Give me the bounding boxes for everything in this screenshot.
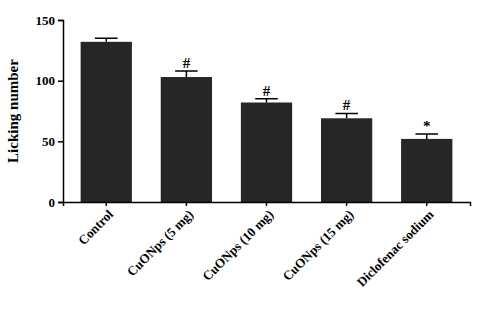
y-tick-mark bbox=[58, 80, 63, 82]
x-axis-line bbox=[64, 203, 471, 207]
y-tick-label: 100 bbox=[36, 73, 56, 88]
x-tick: CuONps (15 mg) bbox=[279, 202, 356, 284]
x-tick-mark bbox=[426, 202, 428, 206]
x-tick-mark bbox=[106, 202, 108, 206]
y-tick: 100 bbox=[36, 73, 64, 88]
annotation: # bbox=[343, 97, 351, 113]
y-axis-line bbox=[58, 21, 64, 203]
bar bbox=[161, 77, 212, 202]
annotations: # # # * bbox=[183, 55, 431, 134]
x-tick-label: Diclofenac sodium bbox=[354, 207, 437, 290]
y-tick-label: 150 bbox=[36, 13, 56, 28]
x-tick-label: CuONps (15 mg) bbox=[279, 207, 356, 284]
y-tick-label: 0 bbox=[49, 195, 56, 210]
x-tick-mark bbox=[266, 202, 268, 206]
x-tick: Control bbox=[75, 202, 116, 248]
error-bar bbox=[255, 99, 278, 103]
x-tick-label: CuONps (5 mg) bbox=[124, 207, 196, 279]
x-tick-mark bbox=[186, 202, 188, 206]
error-bar bbox=[175, 71, 198, 77]
bar bbox=[241, 103, 292, 202]
x-tick: CuONps (5 mg) bbox=[124, 202, 196, 279]
plot: ###*050100150ControlCuONps (5 mg)CuONps … bbox=[36, 13, 471, 290]
y-axis-title: Licking number bbox=[5, 59, 21, 163]
y-tick-mark bbox=[58, 202, 63, 204]
annotation: # bbox=[263, 83, 271, 99]
x-axis: ControlCuONps (5 mg)CuONps (10 mg)CuONps… bbox=[64, 202, 471, 290]
error-bar bbox=[335, 113, 358, 118]
error-bar bbox=[415, 134, 438, 139]
y-tick-mark bbox=[58, 141, 63, 143]
y-tick: 50 bbox=[42, 134, 63, 149]
x-tick-mark bbox=[346, 202, 348, 206]
annotation: * bbox=[423, 118, 431, 134]
x-tick-label: CuONps (10 mg) bbox=[199, 207, 276, 284]
error-bar bbox=[95, 38, 118, 42]
y-tick: 150 bbox=[36, 13, 64, 28]
chart: ###*050100150ControlCuONps (5 mg)CuONps … bbox=[0, 0, 494, 331]
x-tick-label: Control bbox=[75, 206, 116, 247]
error-bars bbox=[95, 38, 438, 139]
bar bbox=[81, 42, 132, 202]
y-tick-mark bbox=[58, 20, 63, 22]
y-axis: 0 50 100 150 bbox=[36, 13, 64, 210]
bar bbox=[401, 139, 452, 202]
bar bbox=[321, 118, 372, 202]
y-tick: 0 bbox=[49, 195, 64, 210]
bars bbox=[81, 38, 453, 202]
annotation: # bbox=[183, 55, 191, 71]
x-tick: Diclofenac sodium bbox=[354, 202, 437, 290]
x-tick: CuONps (10 mg) bbox=[199, 202, 276, 284]
y-tick-label: 50 bbox=[42, 134, 55, 149]
